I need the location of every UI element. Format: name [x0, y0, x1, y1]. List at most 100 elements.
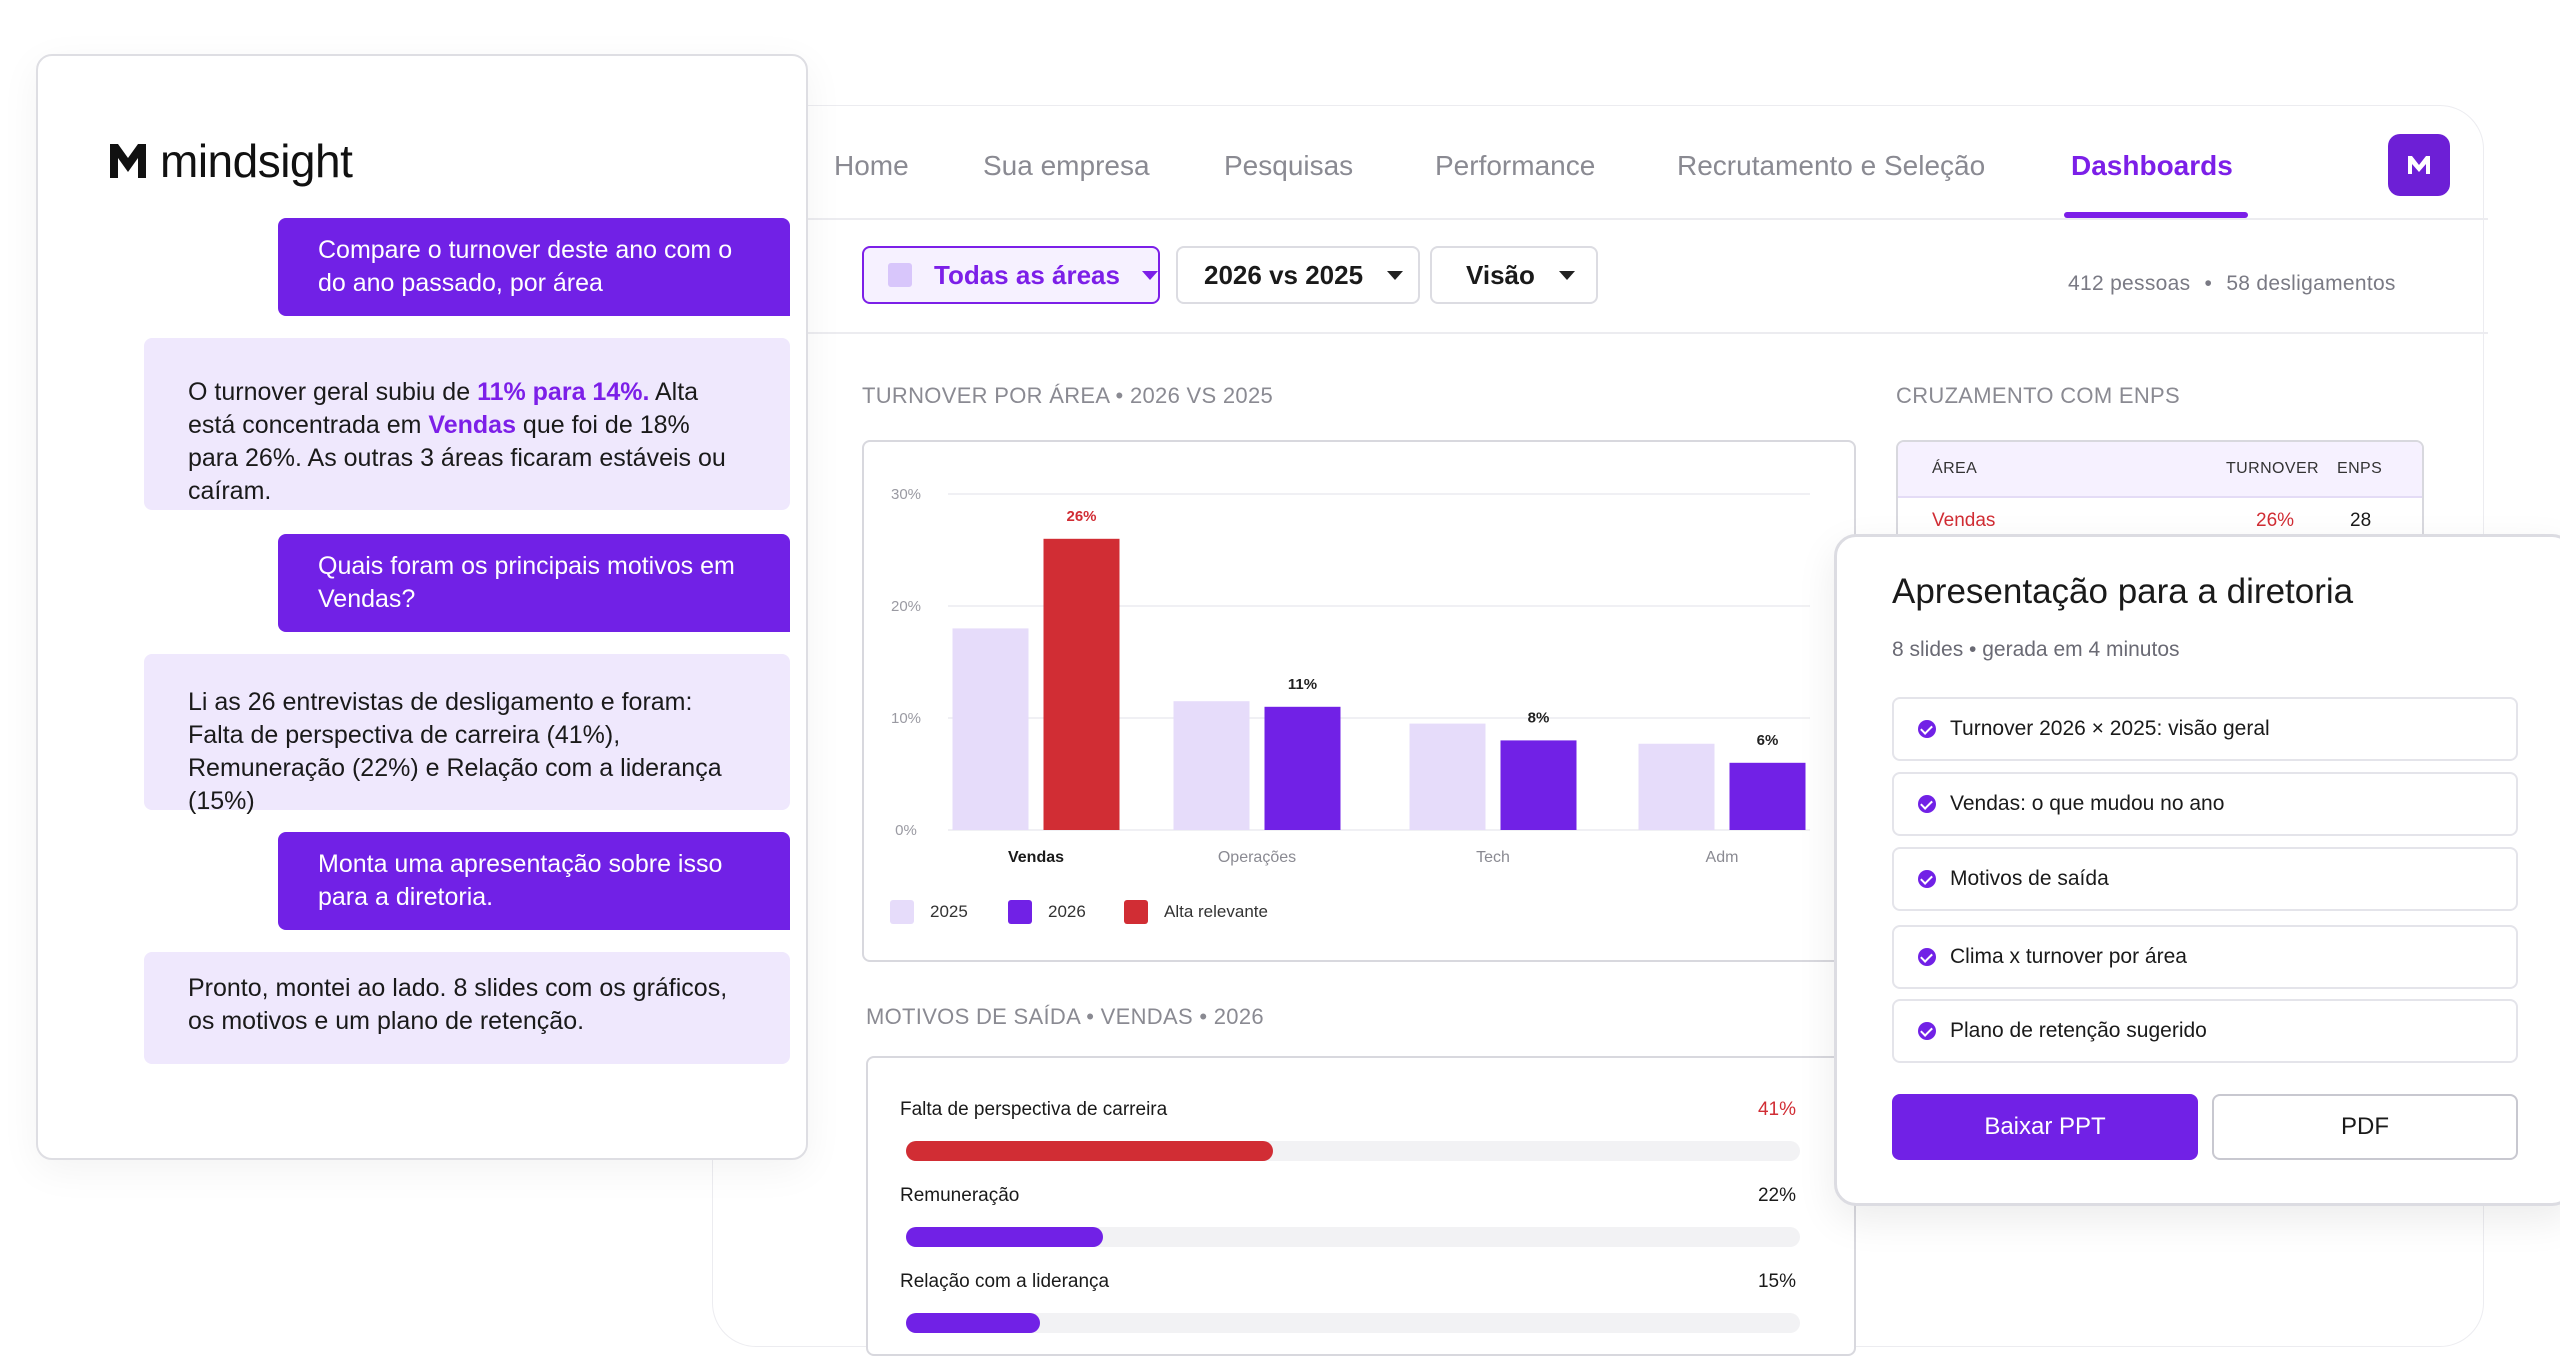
summary-separator: •: [2204, 272, 2213, 295]
exits-section-title: MOTIVOS DE SAÍDA • VENDAS • 2026: [866, 1004, 1264, 1029]
slide-item-label: Turnover 2026 × 2025: visão geral: [1950, 717, 2270, 740]
chart-x-tick: Operações: [1218, 849, 1296, 866]
chat-message-user: Monta uma apresentação sobre isso para a…: [278, 832, 790, 930]
comparison-filter-value: 2026 vs 2025: [1204, 259, 1364, 290]
legend-2026: 2026: [1008, 900, 1086, 924]
exit-reason-pct: 15%: [1757, 1271, 1796, 1292]
check-icon: [1918, 870, 1936, 888]
enps-table-card: [1896, 440, 2424, 580]
bar-2025: [1638, 743, 1715, 830]
exit-reason-row: Remuneração 22%: [900, 1185, 1800, 1247]
slide-item[interactable]: Clima x turnover por área: [1892, 925, 2518, 989]
slide-item-label: Vendas: o que mudou no ano: [1950, 792, 2225, 815]
bar-2026: [1500, 740, 1577, 830]
chart-x-tick: Adm: [1706, 849, 1739, 866]
exit-reason-track: [906, 1141, 1800, 1161]
exit-reason-pct: 41%: [1757, 1099, 1796, 1120]
exit-reason-row: Falta de perspectiva de carreira 41%: [900, 1099, 1800, 1161]
chat-panel: mindsight Compare o turnover deste ano c…: [36, 54, 808, 1160]
exits-card: [866, 1056, 1856, 1356]
enps-row-area: Vendas: [1932, 510, 1996, 531]
bar-2025: [1409, 723, 1486, 830]
slide-item-label: Plano de retenção sugerido: [1950, 1019, 2207, 1042]
brand-name: mindsight: [160, 135, 353, 187]
exit-reason-track: [906, 1227, 1800, 1247]
enps-row-enps: 28: [2350, 510, 2372, 531]
chevron-down-icon: [1558, 270, 1575, 280]
mindsight-logo-icon: [110, 144, 146, 178]
area-filter-value: Todas as áreas: [934, 259, 1120, 290]
bar-data-label: 6%: [1757, 732, 1779, 749]
presentation-title: Apresentação para a diretoria: [1892, 572, 2354, 611]
bar-data-label: 26%: [1066, 508, 1096, 525]
bar-2026: [1264, 706, 1341, 830]
slide-item[interactable]: Turnover 2026 × 2025: visão geral: [1892, 697, 2518, 761]
legend-highlight-swatch: [1124, 900, 1148, 924]
ai-highlight: 11% para 14%.: [477, 378, 650, 406]
slide-item[interactable]: Motivos de saída: [1892, 847, 2518, 911]
exit-reason-pct: 22%: [1757, 1185, 1796, 1206]
exit-reason-track: [906, 1313, 1800, 1333]
slide-item[interactable]: Vendas: o que mudou no ano: [1892, 772, 2518, 836]
exit-reason-row: Relação com a liderança 15%: [900, 1271, 1800, 1333]
exit-reason-label: Relação com a liderança: [900, 1271, 1110, 1292]
slide-item[interactable]: Plano de retenção sugerido: [1892, 999, 2518, 1063]
comparison-filter-dropdown[interactable]: 2026 vs 2025: [1176, 246, 1420, 304]
nav-dashboards[interactable]: Dashboards: [2071, 150, 2233, 181]
chart-x-tick: Tech: [1476, 849, 1510, 866]
enps-row-turnover: 26%: [2256, 510, 2295, 531]
slide-item-label: Motivos de saída: [1950, 867, 2109, 890]
ai-highlight: Vendas: [428, 411, 516, 439]
nav-sua-empresa[interactable]: Sua empresa: [983, 150, 1150, 181]
check-icon: [1918, 795, 1936, 813]
enps-table-header: [1898, 442, 2422, 498]
nav-pesquisas[interactable]: Pesquisas: [1224, 150, 1354, 181]
chart-x-tick: Vendas: [1008, 849, 1064, 866]
check-icon: [1918, 1022, 1936, 1040]
ai-text: que foi de 18% para 26%. As outras 3 áre…: [188, 411, 726, 505]
nav-active-indicator: [2064, 212, 2248, 218]
chevron-down-icon: [1141, 270, 1158, 280]
nav-divider: [808, 218, 2488, 220]
chat-message-user: Compare o turnover deste ano com o do an…: [278, 218, 790, 316]
app-menu-button[interactable]: [2388, 134, 2450, 196]
view-filter-value: Visão: [1466, 259, 1535, 290]
chat-message-ai: Li as 26 entrevistas de desligamento e f…: [144, 654, 790, 815]
exit-reason-bar: [906, 1141, 1273, 1161]
exit-reason-bar: [906, 1313, 1041, 1333]
people-count: 412 pessoas: [2068, 272, 2191, 295]
view-filter-dropdown[interactable]: Visão: [1430, 246, 1598, 304]
bar-2025: [952, 628, 1029, 830]
nav-recrutamento[interactable]: Recrutamento e Seleção: [1677, 150, 1986, 181]
brand-logo: mindsight: [108, 134, 353, 188]
enps-col-enps: ENPS: [2337, 460, 2383, 477]
presentation-meta: 8 slides • gerada em 4 minutos: [1892, 638, 2180, 661]
download-pdf-button[interactable]: PDF: [2212, 1094, 2518, 1160]
bar-data-label: 8%: [1528, 709, 1550, 726]
download-ppt-button[interactable]: Baixar PPT: [1892, 1094, 2198, 1160]
area-filter-dropdown[interactable]: Todas as áreas: [862, 246, 1160, 304]
legend-highlight: Alta relevante: [1124, 900, 1268, 924]
enps-col-turnover: TURNOVER: [2226, 460, 2319, 477]
exit-reason-bar: [906, 1227, 1103, 1247]
enps-section-title: CRUZAMENTO COM ENPS: [1896, 383, 2180, 408]
chat-message-ai: O turnover geral subiu de 11% para 14%. …: [144, 338, 790, 510]
nav-home[interactable]: Home: [834, 150, 909, 181]
nav-performance[interactable]: Performance: [1435, 150, 1596, 181]
legend-highlight-label: Alta relevante: [1164, 902, 1268, 921]
turnover-section-title: TURNOVER POR ÁREA • 2026 VS 2025: [862, 383, 1274, 408]
ai-text: O turnover geral subiu de: [188, 378, 478, 406]
headcount-summary: 412 pessoas • 58 desligamentos: [2068, 272, 2396, 296]
slide-item-label: Clima x turnover por área: [1950, 945, 2187, 968]
legend-2025: 2025: [890, 900, 968, 924]
chart-y-tick: 10%: [891, 710, 921, 727]
chevron-down-icon: [1387, 270, 1404, 280]
check-icon: [1918, 948, 1936, 966]
separations-count: 58 desligamentos: [2226, 272, 2396, 295]
chart-y-tick: 30%: [891, 486, 921, 503]
bar-2026: [1043, 538, 1120, 830]
legend-2026-swatch: [1008, 900, 1032, 924]
legend-2025-label: 2025: [930, 902, 968, 921]
check-icon: [1918, 720, 1936, 738]
chart-y-tick: 20%: [891, 598, 921, 615]
